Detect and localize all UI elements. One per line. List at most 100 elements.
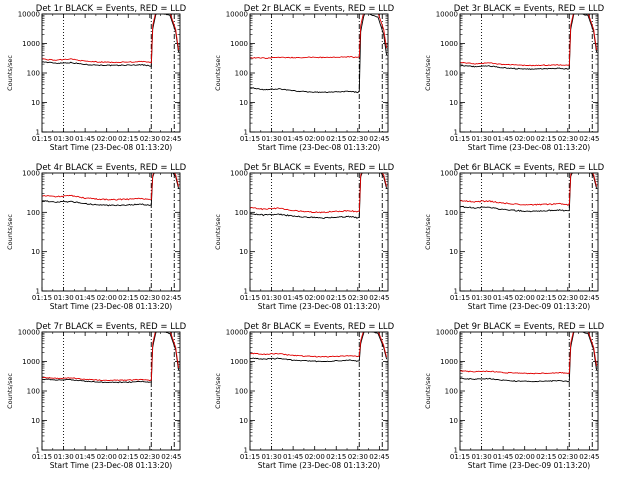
y-tick-label: 10000 xyxy=(18,11,40,19)
x-tick-label: 01:15 xyxy=(450,453,470,461)
series-line-lld xyxy=(250,332,388,358)
x-tick-label: 01:30 xyxy=(471,135,491,143)
chart-title: Det 1r BLACK = Events, RED = LLD xyxy=(36,4,187,14)
y-axis-label: Counts/sec xyxy=(214,373,222,409)
series-group xyxy=(42,14,180,67)
x-tick-label: 02:30 xyxy=(348,294,368,302)
y-tick-label: 1 xyxy=(454,447,458,455)
x-axis-label: Start Time (23-Dec-08 01:13:20) xyxy=(258,461,380,470)
y-tick-label: 1000 xyxy=(440,40,458,48)
series-group xyxy=(460,173,598,213)
y-tick-label: 1 xyxy=(36,447,40,455)
x-tick-label: 01:45 xyxy=(283,453,303,461)
plot-frame xyxy=(459,331,599,451)
y-axis-label: Counts/sec xyxy=(6,55,14,91)
y-tick-label: 10 xyxy=(239,99,248,107)
y-axis-label: Counts/sec xyxy=(214,55,222,91)
y-tick-label: 100 xyxy=(235,209,248,217)
y-tick-label: 10 xyxy=(31,417,40,425)
series-line-lld xyxy=(250,14,388,59)
x-tick-label: 02:30 xyxy=(348,135,368,143)
x-tick-label: 02:15 xyxy=(326,135,346,143)
x-tick-label: 01:30 xyxy=(53,294,73,302)
y-tick-label: 100 xyxy=(27,388,40,396)
series-line-events xyxy=(250,173,388,219)
y-tick-label: 10 xyxy=(449,417,458,425)
x-tick-label: 01:15 xyxy=(450,135,470,143)
x-tick-label: 01:30 xyxy=(261,135,281,143)
x-tick-label: 01:15 xyxy=(450,294,470,302)
panel-det-4: Det 4r BLACK = Events, RED = LLD Counts/s… xyxy=(6,163,187,311)
x-tick-label: 01:15 xyxy=(240,453,260,461)
plot-frame xyxy=(41,331,181,451)
y-axis-label: Counts/sec xyxy=(424,373,432,409)
series-line-lld xyxy=(460,14,598,67)
x-tick-label: 01:15 xyxy=(32,135,52,143)
chart-title: Det 3r BLACK = Events, RED = LLD xyxy=(454,4,605,14)
y-axis-label: Counts/sec xyxy=(6,373,14,409)
series-line-lld xyxy=(460,173,598,206)
x-tick-label: 02:45 xyxy=(369,294,389,302)
y-tick-label: 10 xyxy=(449,248,458,256)
y-axis-label: Counts/sec xyxy=(6,214,14,250)
y-tick-label: 100 xyxy=(27,70,40,78)
series-group xyxy=(250,332,388,363)
x-tick-label: 02:45 xyxy=(369,453,389,461)
panel-det-1: Det 1r BLACK = Events, RED = LLD Counts/s… xyxy=(6,4,187,152)
x-tick-label: 02:45 xyxy=(161,453,181,461)
y-tick-label: 10000 xyxy=(226,11,248,19)
x-axis-label: Start Time (23-Dec-08 01:13:20) xyxy=(468,143,590,152)
plot-frame xyxy=(41,172,181,292)
y-tick-label: 100 xyxy=(445,209,458,217)
x-tick-label: 02:15 xyxy=(326,294,346,302)
series-line-lld xyxy=(42,332,180,382)
x-tick-label: 01:45 xyxy=(493,135,513,143)
x-tick-label: 01:15 xyxy=(240,135,260,143)
panel-det-6: Det 6r BLACK = Events, RED = LLD Counts/s… xyxy=(424,163,605,311)
plot-frame xyxy=(459,13,599,133)
y-tick-label: 10000 xyxy=(18,329,40,337)
x-tick-label: 01:45 xyxy=(75,453,95,461)
x-axis-label: Start Time (23-Dec-08 01:13:20) xyxy=(258,302,380,311)
x-tick-label: 01:30 xyxy=(261,294,281,302)
y-tick-label: 10000 xyxy=(436,329,458,337)
y-tick-label: 10 xyxy=(31,99,40,107)
x-tick-label: 01:45 xyxy=(283,294,303,302)
y-tick-label: 10 xyxy=(31,248,40,256)
y-axis-label: Counts/sec xyxy=(424,55,432,91)
x-tick-label: 01:45 xyxy=(75,135,95,143)
series-line-lld xyxy=(42,173,180,201)
series-group xyxy=(460,14,598,71)
x-tick-label: 02:45 xyxy=(579,453,599,461)
series-line-events xyxy=(42,332,180,384)
x-tick-label: 01:45 xyxy=(283,135,303,143)
x-axis-label: Start Time (23-Dec-08 01:13:20) xyxy=(50,302,172,311)
x-tick-label: 02:00 xyxy=(305,135,325,143)
y-tick-label: 1 xyxy=(244,447,248,455)
series-group xyxy=(250,14,388,94)
x-tick-label: 02:45 xyxy=(161,294,181,302)
x-tick-label: 02:00 xyxy=(515,453,535,461)
y-tick-label: 100 xyxy=(445,70,458,78)
y-tick-label: 100 xyxy=(445,388,458,396)
chart-title: Det 9r BLACK = Events, RED = LLD xyxy=(454,322,605,332)
x-tick-label: 02:45 xyxy=(579,135,599,143)
x-tick-label: 02:00 xyxy=(305,294,325,302)
x-tick-label: 01:45 xyxy=(75,294,95,302)
plot-frame xyxy=(249,13,389,133)
y-axis-label: Counts/sec xyxy=(424,214,432,250)
y-tick-label: 10000 xyxy=(226,329,248,337)
x-tick-label: 02:15 xyxy=(118,135,138,143)
x-tick-label: 01:30 xyxy=(53,135,73,143)
plot-frame xyxy=(41,13,181,133)
x-tick-label: 02:30 xyxy=(558,135,578,143)
y-tick-label: 100 xyxy=(27,209,40,217)
chart-title: Det 7r BLACK = Events, RED = LLD xyxy=(36,322,187,332)
y-tick-label: 1000 xyxy=(230,358,248,366)
chart-title: Det 8r BLACK = Events, RED = LLD xyxy=(244,322,395,332)
chart-title: Det 6r BLACK = Events, RED = LLD xyxy=(454,163,605,173)
series-line-lld xyxy=(42,14,180,64)
x-tick-label: 02:15 xyxy=(536,453,556,461)
y-tick-label: 1000 xyxy=(230,170,248,178)
